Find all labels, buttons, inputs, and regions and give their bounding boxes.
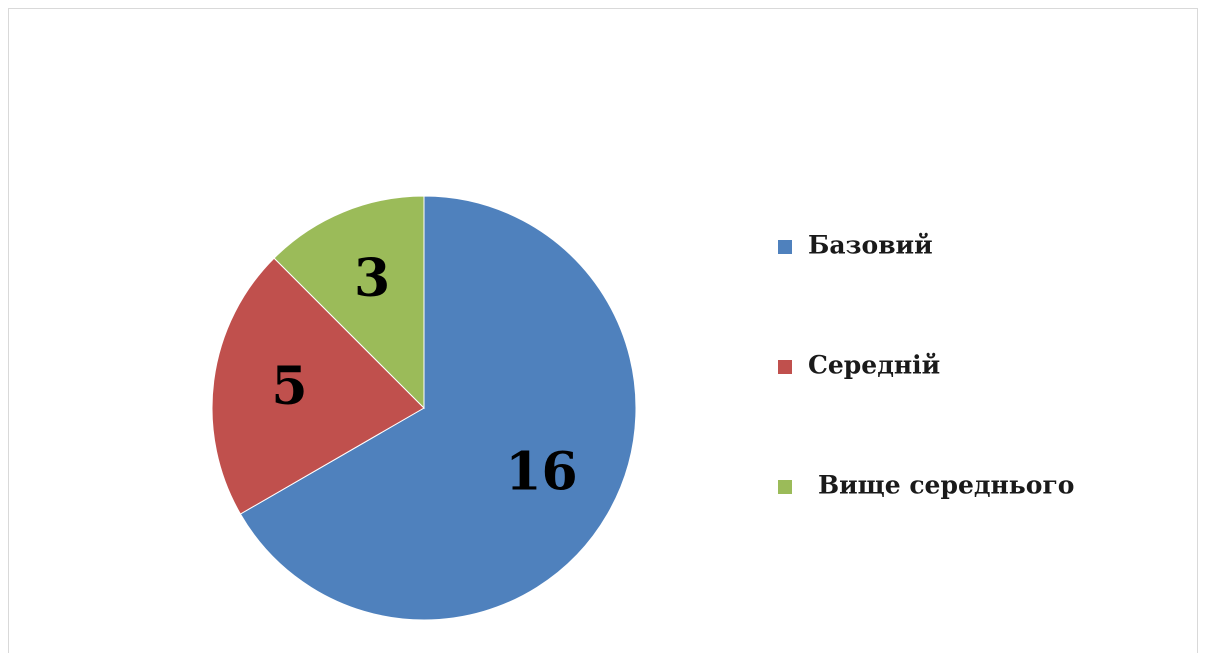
legend-label: Середній bbox=[808, 351, 940, 380]
chart-frame bbox=[8, 8, 1198, 653]
data-label: 3 bbox=[354, 248, 390, 309]
legend-swatch bbox=[778, 480, 792, 494]
data-label: 16 bbox=[505, 441, 577, 502]
legend-label: Вище середнього bbox=[818, 471, 1074, 500]
legend-swatch bbox=[778, 240, 792, 254]
data-label: 5 bbox=[271, 356, 307, 417]
legend-label: Базовий bbox=[808, 231, 933, 260]
pie-slice bbox=[211, 257, 425, 515]
pie-slice bbox=[273, 195, 425, 410]
legend-swatch bbox=[778, 360, 792, 374]
pie-slice bbox=[239, 195, 637, 621]
